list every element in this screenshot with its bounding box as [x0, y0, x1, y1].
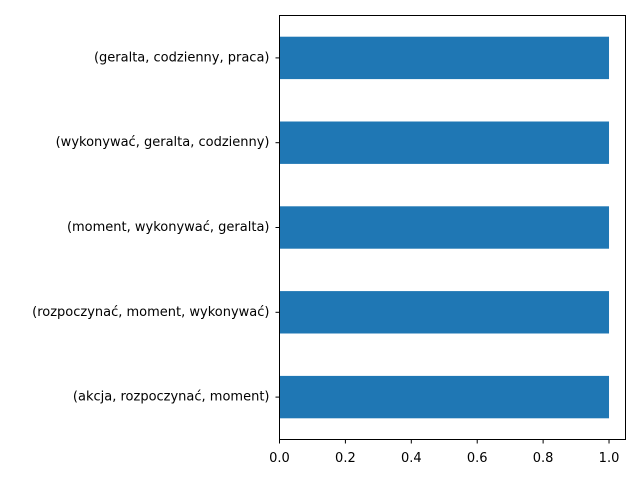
x-tick-label: 0.0: [269, 451, 290, 466]
x-tick-label: 0.6: [467, 451, 488, 466]
x-tick-label: 0.8: [533, 451, 554, 466]
bar: [279, 206, 610, 249]
y-tick-label: (geralta, codzienny, praca): [94, 50, 270, 65]
x-tick-label: 0.4: [401, 451, 422, 466]
y-tick-label: (moment, wykonywać, geralta): [67, 220, 270, 235]
x-tick-layer: 0.0 0.2 0.4 0.6 0.8 1.0: [269, 439, 620, 466]
x-tick-label: 0.2: [335, 451, 356, 466]
bars-layer: [279, 36, 610, 419]
x-tick-label: 1.0: [599, 451, 620, 466]
y-tick-label: (akcja, rozpoczynać, moment): [73, 390, 270, 405]
y-tick-layer: (geralta, codzienny, praca) (wykonywać, g…: [32, 50, 280, 405]
y-tick-label: (wykonywać, geralta, codzienny): [56, 135, 270, 150]
bar: [279, 291, 610, 334]
plot-frame: [279, 15, 626, 440]
bar: [279, 375, 610, 419]
bar: [279, 121, 610, 164]
bar: [279, 36, 610, 80]
y-tick-label: (rozpoczynać, moment, wykonywać): [32, 305, 269, 320]
